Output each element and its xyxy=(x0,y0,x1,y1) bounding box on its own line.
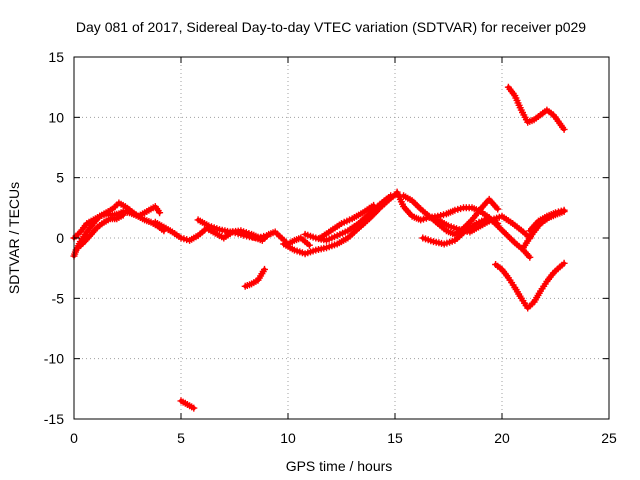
series-track-18 xyxy=(492,259,568,312)
series-track-16 xyxy=(519,208,568,252)
y-tick-label: 0 xyxy=(56,230,64,246)
series-markers xyxy=(316,201,378,242)
x-tick-label: 20 xyxy=(494,430,510,446)
series-track-6 xyxy=(246,228,313,249)
x-tick-label: 25 xyxy=(601,430,617,446)
y-axis-label: SDTVAR / TECUs xyxy=(6,182,22,294)
y-tick-label: 10 xyxy=(48,109,64,125)
series-track-8 xyxy=(177,397,198,412)
y-tick-label: -5 xyxy=(52,290,65,306)
series-markers xyxy=(504,83,568,133)
y-tick-label: -10 xyxy=(44,351,64,367)
series-track-11 xyxy=(316,201,378,242)
y-tick-label: 5 xyxy=(56,170,64,186)
y-tick-label: -15 xyxy=(44,411,64,427)
chart-title: Day 081 of 2017, Sidereal Day-to-day VTE… xyxy=(76,19,586,35)
series-markers xyxy=(246,228,313,249)
series-track-17 xyxy=(526,206,568,235)
series-markers xyxy=(434,212,534,242)
series-track-3 xyxy=(74,211,127,252)
series-track-4 xyxy=(151,218,271,244)
x-tick-label: 5 xyxy=(177,430,185,446)
series-group xyxy=(70,83,568,412)
series-markers xyxy=(74,211,127,252)
series-track-7 xyxy=(241,265,268,290)
series-markers xyxy=(492,259,568,312)
x-tick-label: 10 xyxy=(280,430,296,446)
x-axis-label: GPS time / hours xyxy=(286,458,393,474)
series-track-15 xyxy=(434,212,534,242)
series-markers xyxy=(70,203,164,260)
x-tick-label: 15 xyxy=(387,430,403,446)
series-markers xyxy=(151,218,271,244)
series-track-19 xyxy=(504,83,568,133)
series-markers xyxy=(526,206,568,235)
series-track-1 xyxy=(70,203,164,260)
x-tick-label: 0 xyxy=(70,430,78,446)
axis-ticks: 0 5 10 15 20 25 -15 -10 -5 0 5 10 15 xyxy=(44,49,617,446)
series-markers xyxy=(301,192,395,244)
series-track-13 xyxy=(400,192,502,238)
y-tick-label: 15 xyxy=(48,49,64,65)
series-markers xyxy=(519,208,568,252)
series-markers xyxy=(177,397,198,412)
series-markers xyxy=(241,265,268,290)
